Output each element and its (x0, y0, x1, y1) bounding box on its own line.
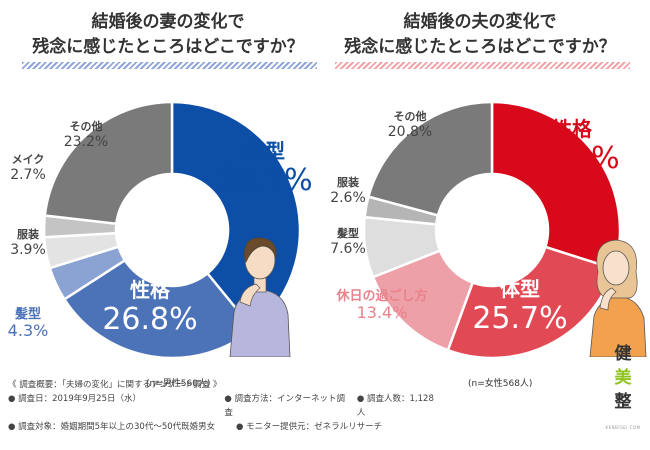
right-slice-value-4: 2.6% (330, 190, 366, 206)
right-slice-value-3: 7.6% (330, 241, 366, 257)
left-title-line2: 残念に感じたところはどこですか？ (32, 37, 304, 57)
left-title-underline (22, 62, 317, 69)
right-title-line2: 残念に感じたところはどこですか？ (344, 37, 616, 57)
right-slice-value-0: 29.9% (524, 141, 619, 176)
kenbisei-logo: 健 美 整 KENBISEI.COM (604, 342, 642, 433)
right-title-line1: 結婚後の夫の変化で (403, 12, 557, 32)
right-title-underline (335, 62, 630, 69)
right-slice-name-2: 休日の過ごし方 (335, 288, 427, 304)
survey-target: ● 調査対象：婚姻期間5年以上の30代〜50代既婚男女 (8, 422, 216, 432)
left-slice-value-0: 39.1% (217, 163, 312, 198)
right-slice-label-3: 髪型7.6% (330, 226, 366, 257)
right-slice-name-5: その他 (394, 109, 427, 123)
right-slice-1 (446, 245, 616, 360)
left-sample-size: (n=男性560人) (146, 379, 211, 389)
left-title-line1: 結婚後の妻の変化で (91, 12, 245, 32)
left-slice-value-1: 26.8% (102, 302, 197, 337)
left-chart-title: 結婚後の妻の変化で 残念に感じたところはどこですか？ (18, 10, 318, 60)
left-slice-value-4: 2.7% (10, 167, 46, 183)
right-slice-label-4: 服装2.6% (330, 175, 366, 206)
left-slice-name-0: 体型 (245, 139, 285, 163)
right-chart-title: 結婚後の夫の変化で 残念に感じたところはどこですか？ (330, 10, 630, 60)
right-slice-name-0: 性格 (552, 117, 593, 141)
logo-char-1: 健 (614, 344, 632, 364)
right-slice-name-1: 体型 (500, 277, 540, 301)
right-slice-name-4: 服装 (337, 175, 359, 189)
logo-subtext: KENBISEI.COM (605, 425, 641, 430)
right-slice-value-2: 13.4% (357, 303, 408, 322)
left-slice-label-3: 服装3.9% (10, 227, 46, 258)
summary-heading: 《 調査概要：「夫婦の変化」に関するアンケート調査 》 (8, 380, 222, 390)
left-slice-value-2: 4.3% (8, 321, 49, 340)
survey-method: ● 調査方法：インターネット調査 (224, 394, 345, 418)
left-slice-name-1: 性格 (130, 278, 171, 302)
right-slice-value-5: 20.8% (388, 124, 432, 140)
left-slice-name-2: 髪型 (14, 306, 41, 322)
survey-date: ● 調査日：2019年9月25日（水） (8, 394, 141, 404)
logo-char-2: 美 (614, 368, 632, 388)
left-slice-name-3: 服装 (17, 227, 39, 241)
left-slice-name-4: メイク (12, 153, 45, 166)
survey-provider: ● モニター提供元：ゼネラルリサーチ (236, 422, 383, 432)
left-slice-1 (62, 258, 255, 360)
left-slice-5 (43, 100, 174, 226)
logo-char-3: 整 (614, 392, 632, 412)
left-slice-value-5: 23.2% (64, 134, 108, 150)
survey-count: ● 調査人数：1,128人 (356, 394, 434, 418)
right-slice-value-1: 25.7% (472, 301, 567, 336)
man-illustration (229, 237, 291, 357)
left-slice-value-3: 3.9% (10, 242, 46, 258)
right-slice-5 (366, 100, 494, 217)
right-sample-size: (n=女性568人) (468, 379, 533, 389)
survey-summary: 《 調査概要：「夫婦の変化」に関するアンケート調査 》 ● 調査日：2019年9… (8, 378, 438, 434)
woman-illustration (589, 239, 647, 357)
right-slice-name-3: 髪型 (336, 226, 359, 240)
left-slice-name-5: その他 (70, 119, 103, 133)
left-slice-label-2: 髪型4.3% (8, 306, 49, 340)
